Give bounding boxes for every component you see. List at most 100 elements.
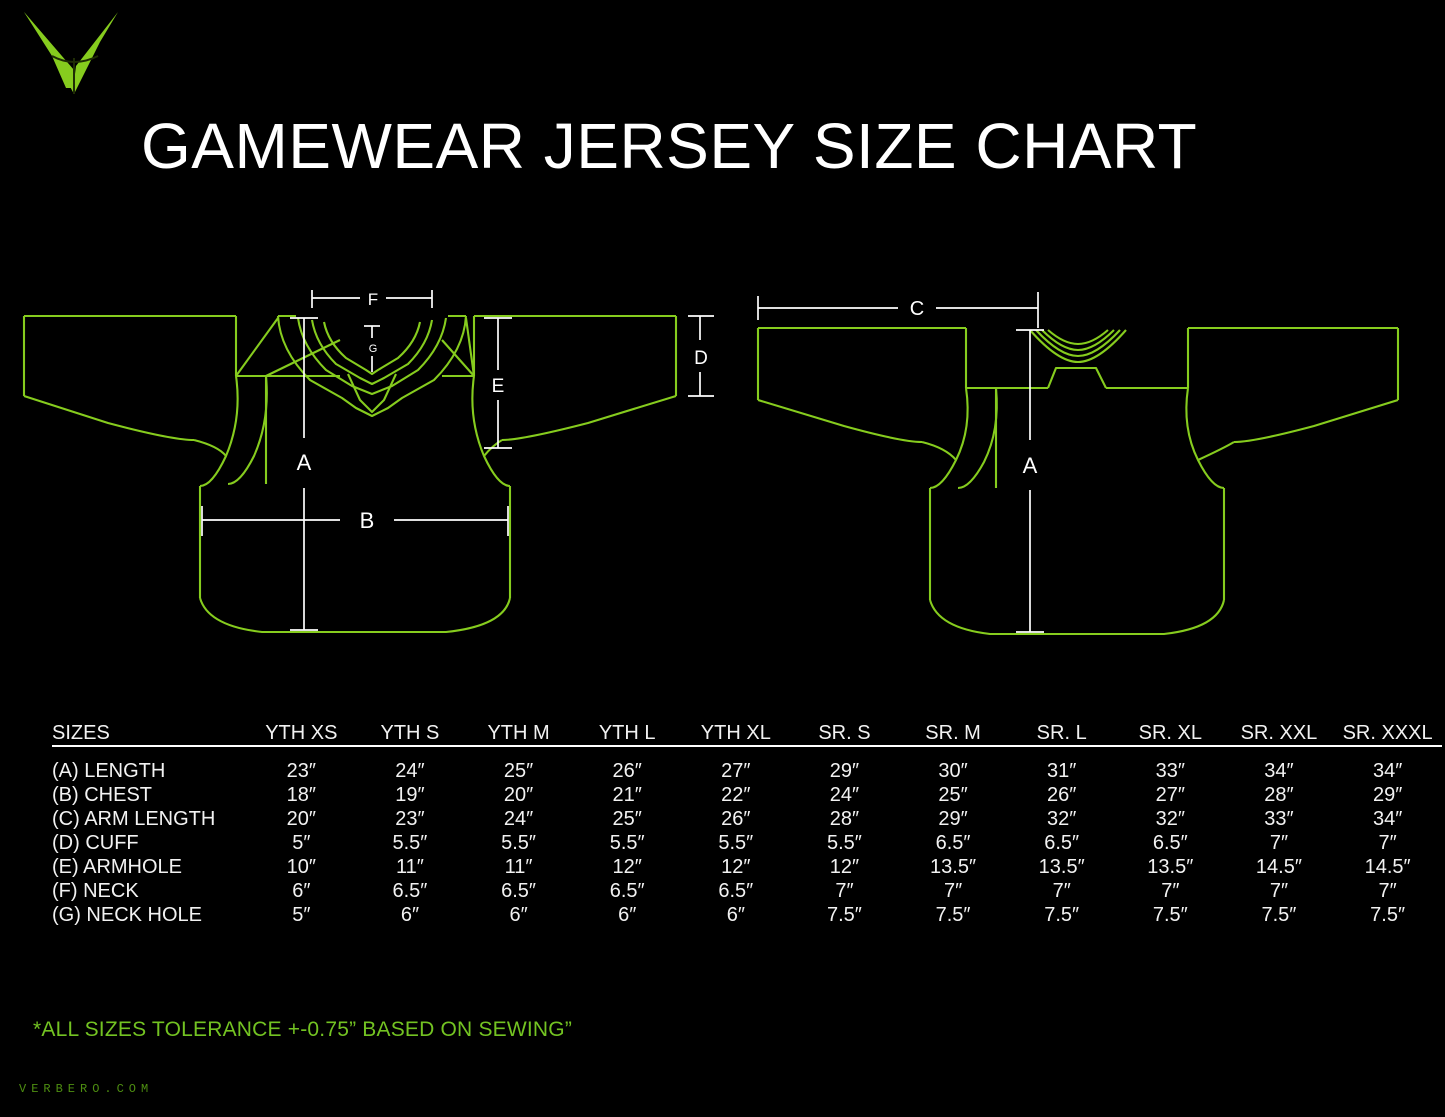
cell-cuff-sr-xxl: 7″ xyxy=(1269,832,1289,854)
row-label-length: (A) LENGTH xyxy=(52,760,166,782)
cell-chest-yth-xl: 22″ xyxy=(721,784,751,806)
cell-length-yth-m: 25″ xyxy=(503,760,534,782)
cell-length-yth-xl: 27″ xyxy=(721,760,751,782)
table-row: (E) ARMHOLE 10″ 11″ 11″ 12″ 12″ 12″ 13.5… xyxy=(52,855,1442,879)
table-corner-header: SIZES xyxy=(52,722,110,744)
cell-neck-sr-xl: 7″ xyxy=(1161,880,1180,902)
cell-neck-yth-m: 6.5″ xyxy=(501,880,536,902)
jersey-front-view: F G A B E D xyxy=(22,288,722,658)
cell-cuff-sr-xxxl: 7″ xyxy=(1378,832,1397,854)
cell-cuff-sr-s: 5.5″ xyxy=(826,832,862,854)
jersey-back-view: C A xyxy=(748,288,1408,658)
cell-chest-sr-xl: 27″ xyxy=(1155,784,1185,806)
cell-neck-sr-l: 7″ xyxy=(1052,880,1071,902)
size-table-container: SIZES YTH XS YTH S YTH M YTH L YTH XL SR… xyxy=(0,722,1445,927)
table-header-yth-xl: YTH XL xyxy=(700,722,771,744)
cell-chest-yth-s: 19″ xyxy=(395,784,425,806)
cell-neck-yth-l: 6.5″ xyxy=(609,880,645,902)
cell-length-sr-s: 29″ xyxy=(829,760,860,782)
cell-neckhole-yth-l: 6″ xyxy=(618,904,637,926)
cell-length-sr-xxl: 34″ xyxy=(1264,760,1294,782)
cell-armhole-sr-xl: 13.5″ xyxy=(1147,856,1194,878)
cell-length-yth-s: 24″ xyxy=(395,760,425,782)
cell-cuff-sr-m: 6.5″ xyxy=(935,832,971,854)
cell-neck-yth-s: 6.5″ xyxy=(392,880,428,902)
cell-neck-sr-xxxl: 7″ xyxy=(1378,880,1397,902)
row-label-cuff: (D) CUFF xyxy=(52,832,139,854)
cell-chest-yth-m: 20″ xyxy=(503,784,534,806)
cell-neck-yth-xl: 6.5″ xyxy=(718,880,754,902)
cell-neckhole-yth-xs: 5″ xyxy=(292,904,311,926)
cell-arm-sr-xxl: 33″ xyxy=(1264,808,1294,830)
row-label-arm-length: (C) ARM LENGTH xyxy=(52,808,216,830)
table-header-yth-xs: YTH XS xyxy=(265,722,338,744)
dimension-label-D: D xyxy=(694,348,708,369)
table-header-rule xyxy=(52,745,1442,747)
cell-neck-sr-m: 7″ xyxy=(943,880,963,902)
cell-neckhole-sr-xxxl: 7.5″ xyxy=(1370,904,1406,926)
row-label-neck-hole: (G) NECK HOLE xyxy=(52,904,203,926)
cell-chest-sr-xxl: 28″ xyxy=(1264,784,1294,806)
table-row: (F) NECK 6″ 6.5″ 6.5″ 6.5″ 6.5″ 7″ 7″ 7″… xyxy=(52,879,1442,903)
cell-arm-yth-s: 23″ xyxy=(395,808,425,830)
cell-neckhole-sr-l: 7.5″ xyxy=(1044,904,1080,926)
jersey-diagrams: F G A B E D xyxy=(0,288,1445,668)
row-label-chest: (B) CHEST xyxy=(52,784,152,806)
tolerance-note: *ALL SIZES TOLERANCE +-0.75” BASED ON SE… xyxy=(33,1018,573,1041)
table-header-sr-xl: SR. XL xyxy=(1138,722,1202,744)
table-header-sr-s: SR. S xyxy=(818,722,871,744)
cell-arm-yth-m: 24″ xyxy=(503,808,534,830)
table-header-sr-l: SR. L xyxy=(1036,722,1087,744)
cell-cuff-yth-m: 5.5″ xyxy=(501,832,536,854)
row-label-neck: (F) NECK xyxy=(52,880,139,902)
row-label-armhole: (E) ARMHOLE xyxy=(52,856,183,878)
cell-neck-sr-s: 7″ xyxy=(835,880,854,902)
dimension-label-A: A xyxy=(297,450,312,475)
table-row: (G) NECK HOLE 5″ 6″ 6″ 6″ 6″ 7.5″ 7.5″ 7… xyxy=(52,903,1442,927)
cell-chest-sr-l: 26″ xyxy=(1047,784,1077,806)
cell-cuff-sr-l: 6.5″ xyxy=(1044,832,1080,854)
cell-cuff-yth-xl: 5.5″ xyxy=(718,832,754,854)
table-header-yth-s: YTH S xyxy=(380,722,440,744)
cell-cuff-yth-l: 5.5″ xyxy=(609,832,645,854)
footer-website: VERBERO.COM xyxy=(19,1082,154,1096)
cell-armhole-yth-xl: 12″ xyxy=(721,856,751,878)
cell-arm-sr-xl: 32″ xyxy=(1155,808,1185,830)
cell-neckhole-yth-xl: 6″ xyxy=(726,904,745,926)
cell-chest-sr-xxxl: 29″ xyxy=(1372,784,1403,806)
verbero-v-logo-icon xyxy=(22,8,134,96)
cell-length-sr-m: 30″ xyxy=(938,760,968,782)
cell-armhole-sr-m: 13.5″ xyxy=(930,856,977,878)
cell-arm-yth-l: 25″ xyxy=(612,808,642,830)
cell-neckhole-yth-s: 6″ xyxy=(400,904,420,926)
cell-cuff-yth-xs: 5″ xyxy=(292,832,311,854)
cell-chest-sr-s: 24″ xyxy=(829,784,860,806)
table-row: (A) LENGTH 23″ 24″ 25″ 26″ 27″ 29″ 30″ 3… xyxy=(52,747,1442,783)
cell-arm-sr-s: 28″ xyxy=(829,808,860,830)
cell-neckhole-sr-xl: 7.5″ xyxy=(1152,904,1188,926)
cell-chest-yth-l: 21″ xyxy=(612,784,642,806)
table-header-sr-xxl: SR. XXL xyxy=(1240,722,1318,744)
table-row: (B) CHEST 18″ 19″ 20″ 21″ 22″ 24″ 25″ 26… xyxy=(52,783,1442,807)
cell-chest-sr-m: 25″ xyxy=(938,784,968,806)
table-row: (C) ARM LENGTH 20″ 23″ 24″ 25″ 26″ 28″ 2… xyxy=(52,807,1442,831)
cell-neckhole-yth-m: 6″ xyxy=(509,904,528,926)
cell-armhole-sr-xxl: 14.5″ xyxy=(1255,856,1302,878)
cell-armhole-sr-s: 12″ xyxy=(829,856,860,878)
dimension-label-A: A xyxy=(1023,453,1038,478)
table-header-sr-m: SR. M xyxy=(925,722,981,744)
table-row: (D) CUFF 5″ 5.5″ 5.5″ 5.5″ 5.5″ 5.5″ 6.5… xyxy=(52,831,1442,855)
cell-armhole-sr-l: 13.5″ xyxy=(1038,856,1085,878)
dimension-label-E: E xyxy=(492,376,505,397)
size-chart-table: SIZES YTH XS YTH S YTH M YTH L YTH XL SR… xyxy=(52,722,1442,927)
cell-neckhole-sr-s: 7.5″ xyxy=(826,904,862,926)
cell-neck-sr-xxl: 7″ xyxy=(1269,880,1289,902)
cell-cuff-yth-s: 5.5″ xyxy=(392,832,428,854)
table-header-yth-m: YTH M xyxy=(487,722,550,744)
cell-armhole-yth-l: 12″ xyxy=(612,856,642,878)
cell-armhole-sr-xxxl: 14.5″ xyxy=(1364,856,1411,878)
table-header-row: SIZES YTH XS YTH S YTH M YTH L YTH XL SR… xyxy=(52,722,1442,745)
cell-length-sr-xxxl: 34″ xyxy=(1372,760,1403,782)
cell-length-yth-l: 26″ xyxy=(612,760,642,782)
